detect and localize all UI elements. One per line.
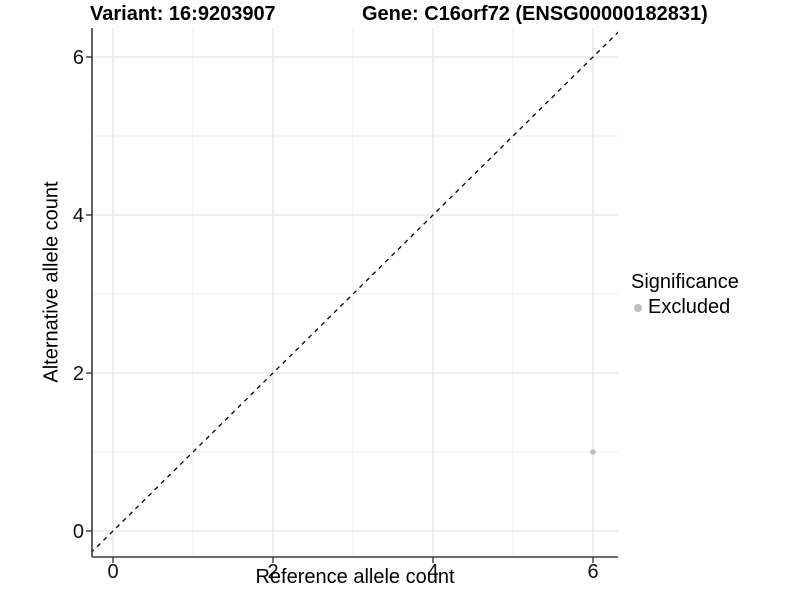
legend: Significance Excluded — [631, 271, 739, 319]
x-tick-label: 6 — [587, 561, 598, 583]
legend-item-excluded: Excluded — [631, 296, 739, 319]
plot-title-variant: Variant: 16:9203907 — [90, 3, 276, 25]
legend-point-icon — [634, 303, 642, 312]
x-tick-label: 0 — [107, 561, 118, 583]
y-tick-label: 4 — [73, 205, 84, 227]
identity-dashed-line — [92, 31, 618, 553]
x-tick-label: 4 — [427, 561, 438, 583]
y-tick-label: 2 — [73, 363, 84, 385]
legend-title: Significance — [631, 271, 739, 293]
y-axis-label: Alternative allele count — [40, 181, 63, 383]
y-tick-label: 6 — [73, 47, 84, 69]
x-tick-label: 2 — [267, 561, 278, 583]
plot-title-gene: Gene: C16orf72 (ENSG00000182831) — [362, 3, 708, 25]
y-tick-label: 0 — [73, 521, 84, 543]
x-axis-label: Reference allele count — [255, 566, 455, 588]
legend-item-label: Excluded — [648, 296, 731, 318]
data-point — [590, 449, 596, 455]
